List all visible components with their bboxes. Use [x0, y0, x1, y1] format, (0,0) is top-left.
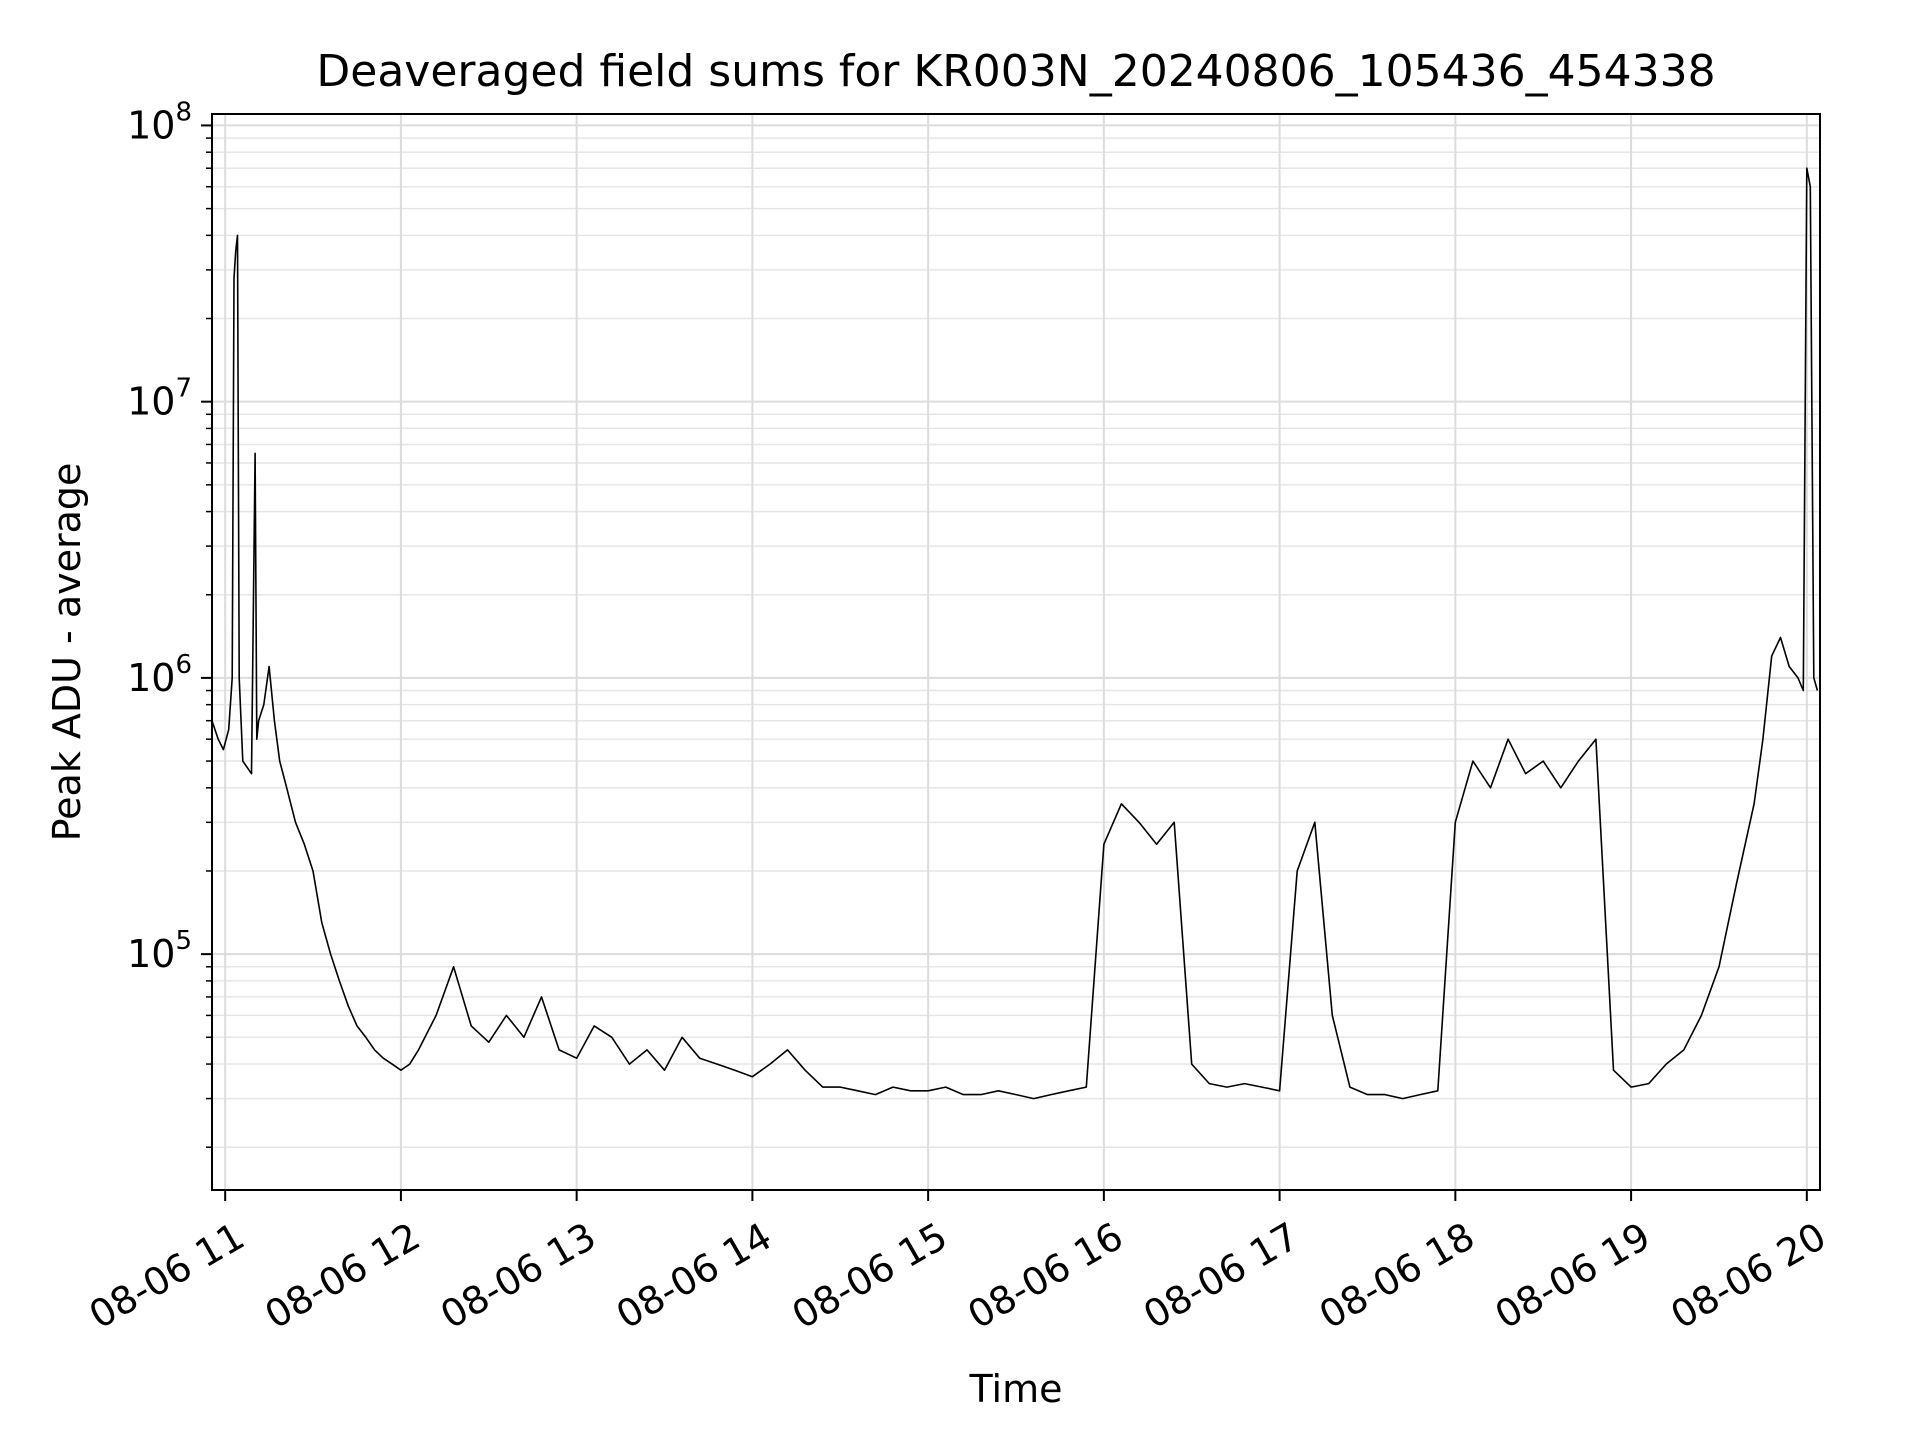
plot-frame [211, 113, 1821, 1191]
chart-title: Deaveraged field sums for KR003N_2024080… [316, 46, 1715, 97]
y-axis-label: Peak ADU - average [45, 463, 89, 842]
grid [212, 114, 1820, 1190]
x-axis-label: Time [969, 1367, 1063, 1411]
y-tick-label: 105 [127, 926, 192, 976]
y-tick-label: 107 [127, 374, 192, 424]
data-layer [211, 167, 1819, 1100]
series-line [211, 167, 1819, 1100]
y-tick-label: 108 [127, 97, 192, 147]
y-tick-label: 106 [127, 650, 192, 700]
